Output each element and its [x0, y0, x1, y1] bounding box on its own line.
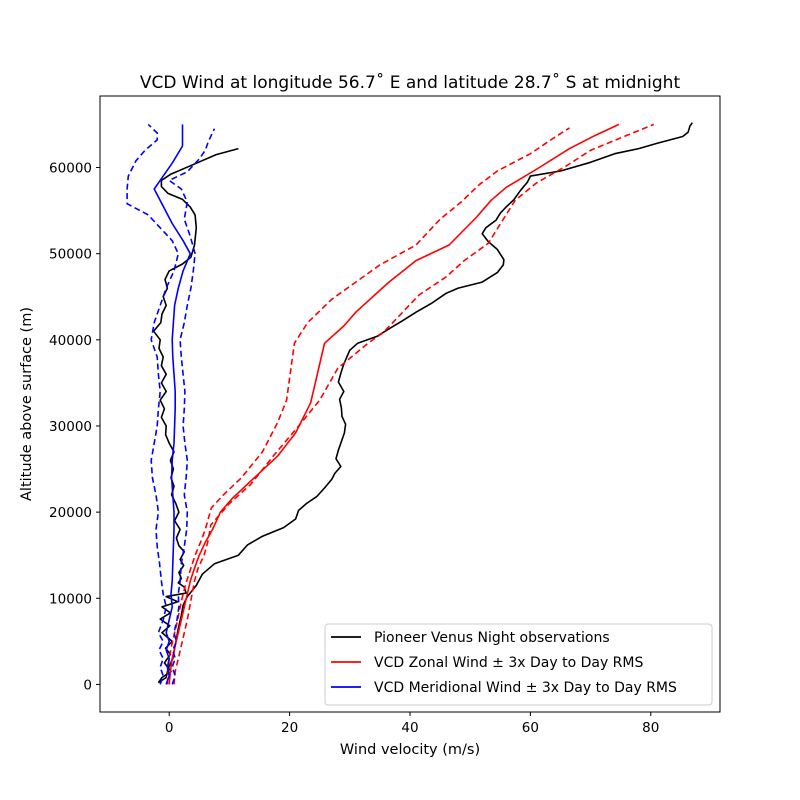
- y-tick-label: 20000: [49, 505, 92, 521]
- legend: Pioneer Venus Night observations VCD Zona…: [324, 623, 713, 706]
- y-tick-label: 60000: [49, 161, 92, 177]
- x-tick-label: 0: [165, 720, 174, 736]
- series-line-5: [153, 124, 192, 685]
- series-line-7: [126, 123, 180, 685]
- series-line-6: [168, 128, 216, 685]
- y-tick-label: 0: [83, 677, 92, 693]
- legend-box: [324, 623, 713, 706]
- y-tick-label: 10000: [49, 591, 92, 607]
- x-axis: 0 20 40 60 80: [165, 712, 659, 736]
- y-tick-label: 30000: [49, 419, 92, 435]
- x-tick-label: 40: [401, 720, 418, 736]
- series-layer: [126, 122, 693, 685]
- x-tick-label: 60: [522, 720, 539, 736]
- x-axis-label: Wind velocity (m/s): [340, 742, 480, 758]
- legend-entry-label: VCD Meridional Wind ± 3x Day to Day RMS: [374, 680, 677, 696]
- y-axis: 0 10000 20000 30000 40000 50000 60000: [49, 161, 100, 693]
- y-axis-label: Altitude above surface (m): [19, 307, 35, 501]
- legend-entry-label: VCD Zonal Wind ± 3x Day to Day RMS: [374, 655, 643, 671]
- series-line-3: [173, 123, 655, 685]
- series-line-2: [168, 123, 620, 685]
- x-tick-label: 80: [642, 720, 659, 736]
- chart-title: VCD Wind at longitude 56.7˚ E and latitu…: [140, 72, 681, 93]
- series-line-1: [157, 122, 693, 684]
- y-tick-label: 50000: [49, 247, 92, 263]
- y-tick-label: 40000: [49, 333, 92, 349]
- legend-entry-label: Pioneer Venus Night observations: [374, 630, 610, 646]
- x-tick-label: 20: [281, 720, 298, 736]
